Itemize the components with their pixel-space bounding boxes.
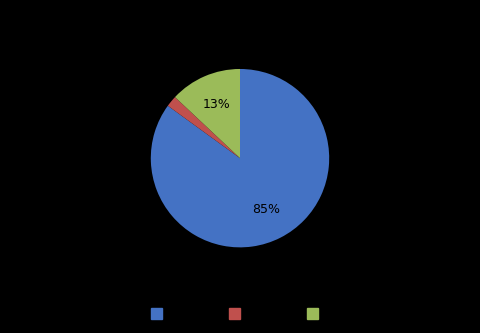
Wedge shape [168, 97, 240, 158]
Text: 85%: 85% [252, 203, 280, 216]
Text: 13%: 13% [203, 99, 231, 112]
Legend: , , : , , [151, 307, 329, 321]
Wedge shape [151, 69, 329, 247]
Wedge shape [175, 69, 240, 158]
